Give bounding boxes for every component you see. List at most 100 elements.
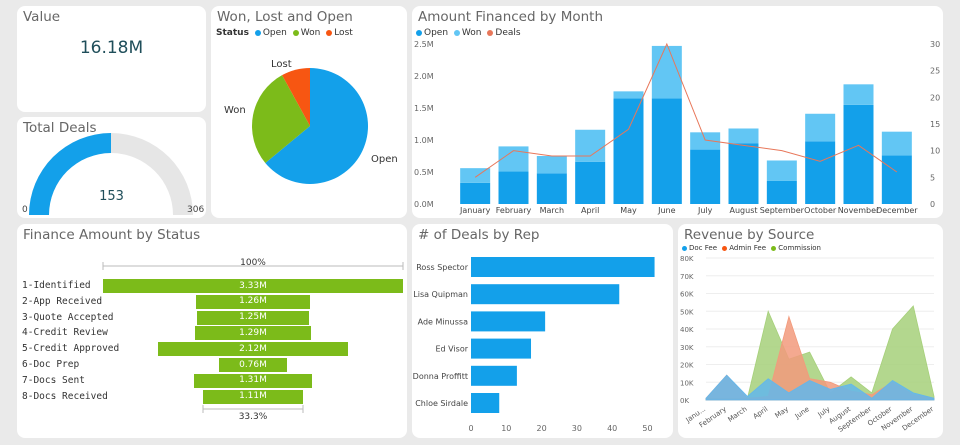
bar-won bbox=[651, 45, 682, 99]
legend-open-dot bbox=[416, 29, 422, 36]
y-tick-label: 20K bbox=[680, 362, 694, 370]
month-legend: Open Won Deals bbox=[413, 28, 521, 38]
bar-won bbox=[690, 132, 721, 150]
rep-bar bbox=[471, 311, 546, 332]
funnel-bar-value: 1.29M bbox=[239, 327, 267, 338]
funnel-stage-label: 2-App Received bbox=[22, 295, 103, 307]
x-tick-label: March bbox=[540, 206, 564, 215]
funnel-axis-lines bbox=[102, 262, 404, 413]
deals-by-rep-chart: Ross Spector Lisa Quipman Ade Minussa Ed Vi… bbox=[413, 257, 655, 433]
bar-open bbox=[728, 143, 759, 204]
pie-chart bbox=[252, 68, 368, 184]
finance-by-status-title: Finance Amount by Status bbox=[23, 227, 201, 243]
bar-open bbox=[843, 104, 874, 204]
legend-open[interactable]: Open bbox=[262, 28, 287, 38]
finance-by-status-card: Finance Amount by Status 100% 33.3% 1-Id… bbox=[17, 224, 407, 438]
y2-tick-label: 0 bbox=[930, 200, 935, 209]
funnel-bar[interactable] bbox=[193, 373, 312, 388]
x-tick-label: 40 bbox=[607, 424, 617, 433]
revenue-by-source-title: Revenue by Source bbox=[684, 227, 815, 243]
legend-admin-fee[interactable]: Admin Fee bbox=[729, 244, 767, 252]
bar-open bbox=[613, 98, 644, 204]
funnel-bar[interactable] bbox=[196, 310, 310, 325]
funnel-bar[interactable] bbox=[218, 358, 288, 372]
pie-label-lost: Lost bbox=[271, 59, 292, 70]
funnel-bar[interactable] bbox=[196, 294, 310, 309]
gauge-min-label: 0 bbox=[22, 205, 28, 215]
legend-won[interactable]: Won bbox=[461, 28, 482, 38]
legend-commission[interactable]: Commission bbox=[778, 244, 821, 252]
legend-won-dot bbox=[292, 29, 299, 36]
x-tick-label: 20 bbox=[537, 424, 547, 433]
revenue-legend: Doc Fee Admin Fee Commission bbox=[679, 244, 821, 252]
x-tick-label: June bbox=[793, 405, 811, 421]
bar-won bbox=[575, 129, 606, 162]
bar-open bbox=[805, 141, 836, 204]
bar-open bbox=[536, 173, 567, 204]
bar-won bbox=[843, 84, 874, 105]
bar-won bbox=[498, 146, 529, 172]
legend-title: Status bbox=[216, 28, 249, 38]
bar-won bbox=[881, 131, 912, 156]
x-tick-label: November bbox=[838, 206, 880, 215]
value-card-value: 16.18M bbox=[79, 38, 144, 58]
y-tick-label: 0.5M bbox=[414, 168, 434, 177]
funnel-bar[interactable] bbox=[203, 389, 303, 404]
value-card: Value 16.18M bbox=[17, 6, 206, 112]
won-lost-open-card: Won, Lost and Open Status Open Won Lost … bbox=[211, 6, 407, 218]
deals-line bbox=[474, 42, 898, 178]
rep-label: Donna Proffitt bbox=[413, 372, 468, 381]
x-tick-label: June bbox=[657, 206, 676, 215]
y-tick-label: 70K bbox=[680, 273, 694, 281]
x-tick-label: 30 bbox=[572, 424, 582, 433]
legend-won[interactable]: Won bbox=[300, 28, 321, 38]
funnel-bar[interactable] bbox=[194, 326, 312, 341]
y2-tick-label: 25 bbox=[930, 67, 940, 76]
y-tick-label: 2.0M bbox=[414, 72, 434, 81]
legend-deals[interactable]: Deals bbox=[495, 28, 521, 38]
x-tick-label: January bbox=[459, 206, 491, 215]
total-deals-title: Total Deals bbox=[23, 120, 97, 136]
rep-bar bbox=[471, 393, 500, 413]
funnel-bar[interactable] bbox=[103, 279, 403, 293]
bar-open bbox=[651, 98, 682, 204]
y2-tick-label: 15 bbox=[930, 120, 940, 129]
pie-legend: Status Open Won Lost bbox=[216, 28, 353, 38]
bar-open bbox=[460, 182, 491, 204]
x-tick-label: 50 bbox=[642, 424, 652, 433]
y-tick-label: 10K bbox=[680, 379, 694, 387]
y-tick-label: 0K bbox=[680, 397, 689, 405]
funnel-stage-label: 6-Doc Prep bbox=[22, 359, 80, 370]
legend-lost[interactable]: Lost bbox=[334, 28, 353, 38]
pie-label-won: Won bbox=[224, 105, 246, 116]
x-tick-label: February bbox=[496, 206, 532, 215]
legend-open[interactable]: Open bbox=[424, 28, 449, 38]
legend-doc-fee[interactable]: Doc Fee bbox=[689, 244, 718, 252]
funnel-stage-label: 8-Docs Received bbox=[22, 390, 108, 402]
y-tick-label: 1.0M bbox=[414, 136, 434, 145]
legend-admin-dot bbox=[722, 245, 728, 251]
funnel-bar-value: 1.26M bbox=[239, 296, 267, 307]
legend-doc-dot bbox=[682, 245, 687, 251]
bar-won bbox=[728, 128, 759, 144]
gauge-max-label: 306 bbox=[187, 205, 205, 215]
pie-slice-won bbox=[252, 75, 310, 163]
rep-bar bbox=[471, 338, 532, 359]
rep-bar bbox=[471, 257, 655, 277]
bar-open bbox=[575, 161, 606, 204]
y-tick-label: 80K bbox=[680, 255, 694, 263]
rep-label: Lisa Quipman bbox=[413, 290, 468, 299]
rep-label: Ross Spector bbox=[416, 263, 468, 272]
bar-open bbox=[881, 155, 912, 204]
funnel-stage-label: 3-Quote Accepted bbox=[22, 311, 114, 323]
bar-open bbox=[498, 171, 529, 204]
funnel-bar[interactable] bbox=[157, 342, 349, 357]
legend-lost-dot bbox=[326, 29, 333, 36]
y-tick-label: 50K bbox=[680, 308, 694, 316]
x-tick-label: August bbox=[730, 206, 758, 215]
legend-commission-dot bbox=[771, 245, 777, 251]
y-tick-label: 2.5M bbox=[414, 40, 434, 49]
revenue-by-source-card: Revenue by Source Doc Fee Admin Fee Comm… bbox=[678, 224, 943, 438]
amount-by-month-card: Amount Financed by Month Open Won Deals … bbox=[412, 6, 943, 218]
bar-won bbox=[613, 91, 644, 99]
